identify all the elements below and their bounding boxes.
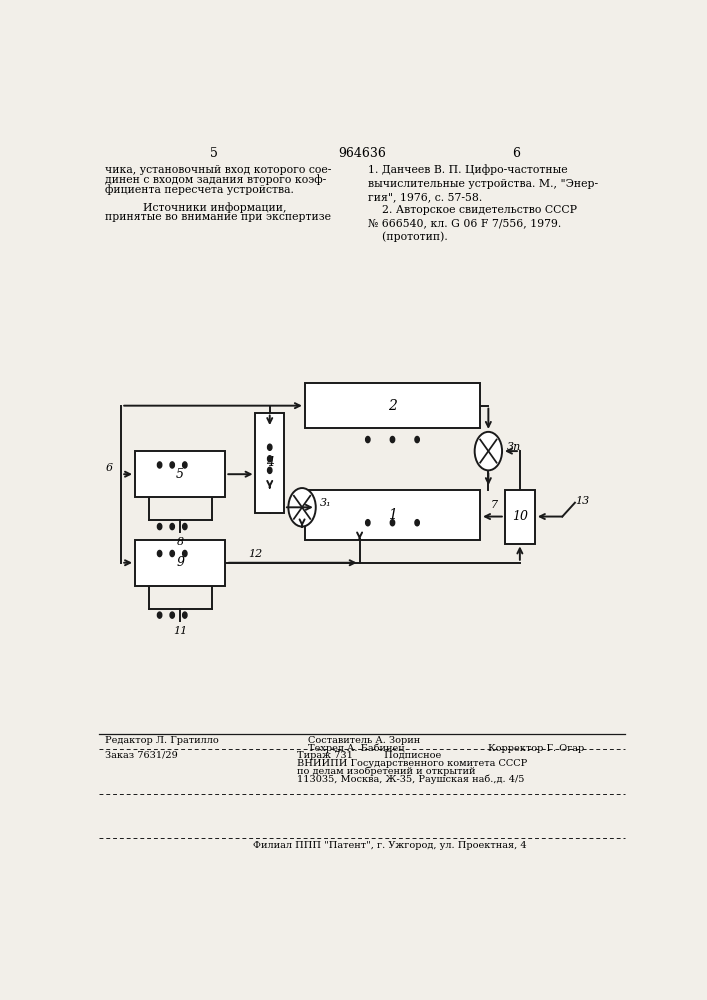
Circle shape [267,444,272,450]
Text: Редактор Л. Гратилло: Редактор Л. Гратилло [105,736,218,745]
Text: принятые во внимание при экспертизе: принятые во внимание при экспертизе [105,212,331,222]
Text: 12: 12 [248,549,262,559]
Text: 3₁: 3₁ [320,498,332,508]
Text: Составитель А. Зорин: Составитель А. Зорин [308,736,420,745]
Circle shape [390,520,395,526]
Circle shape [158,462,162,468]
Text: Источники информации,: Источники информации, [144,202,286,213]
Circle shape [267,467,272,473]
Text: динен с входом задания второго коэф-: динен с входом задания второго коэф- [105,175,326,185]
Text: 964636: 964636 [339,147,386,160]
Text: 3n: 3n [506,442,520,452]
Text: Техред А. Бабинец: Техред А. Бабинец [308,744,404,753]
Circle shape [182,612,187,618]
Text: 13: 13 [575,496,589,506]
Circle shape [170,462,175,468]
Text: Заказ 7631/29: Заказ 7631/29 [105,751,177,760]
Circle shape [170,550,175,557]
FancyBboxPatch shape [255,413,284,513]
Text: 1: 1 [388,508,397,522]
Text: 11: 11 [173,626,187,636]
Text: Тираж 731          Подписное: Тираж 731 Подписное [297,751,441,760]
Circle shape [267,456,272,462]
Text: чика, установочный вход которого сое-: чика, установочный вход которого сое- [105,165,331,175]
FancyBboxPatch shape [135,451,226,497]
Circle shape [182,523,187,530]
Text: Корректор Г. Огар: Корректор Г. Огар [489,744,585,753]
Text: 7: 7 [490,500,498,510]
Text: ВНИИПИ Государственного комитета СССР: ВНИИПИ Государственного комитета СССР [297,759,527,768]
Circle shape [415,520,419,526]
FancyBboxPatch shape [305,490,480,540]
Circle shape [415,436,419,443]
Text: 5: 5 [176,468,184,481]
Text: 2: 2 [388,399,397,413]
Circle shape [474,432,502,470]
Circle shape [158,523,162,530]
Circle shape [366,436,370,443]
Circle shape [182,462,187,468]
Text: по делам изобретений и открытий: по делам изобретений и открытий [297,767,475,776]
Circle shape [170,523,175,530]
Text: 6: 6 [106,463,113,473]
Circle shape [390,436,395,443]
FancyBboxPatch shape [305,383,480,428]
Circle shape [158,612,162,618]
Text: 113035, Москва, Ж-35, Раушская наб.,д. 4/5: 113035, Москва, Ж-35, Раушская наб.,д. 4… [297,774,524,784]
Circle shape [366,520,370,526]
Text: 5: 5 [211,147,218,160]
Circle shape [170,612,175,618]
FancyBboxPatch shape [505,490,535,544]
Circle shape [182,550,187,557]
Text: 1. Данчеев В. П. Цифро-частотные
вычислительные устройства. М., "Энер-
гия", 197: 1. Данчеев В. П. Цифро-частотные вычисли… [368,165,598,242]
FancyBboxPatch shape [135,540,226,586]
Text: 6: 6 [512,147,520,160]
Circle shape [158,550,162,557]
Text: 8: 8 [177,537,184,547]
Text: 4: 4 [266,456,274,469]
Text: 10: 10 [512,510,528,523]
Text: 9: 9 [176,556,184,569]
Text: Филиал ППП "Патент", г. Ужгород, ул. Проектная, 4: Филиал ППП "Патент", г. Ужгород, ул. Про… [253,841,527,850]
Circle shape [288,488,316,527]
Text: фициента пересчета устройства.: фициента пересчета устройства. [105,185,293,195]
